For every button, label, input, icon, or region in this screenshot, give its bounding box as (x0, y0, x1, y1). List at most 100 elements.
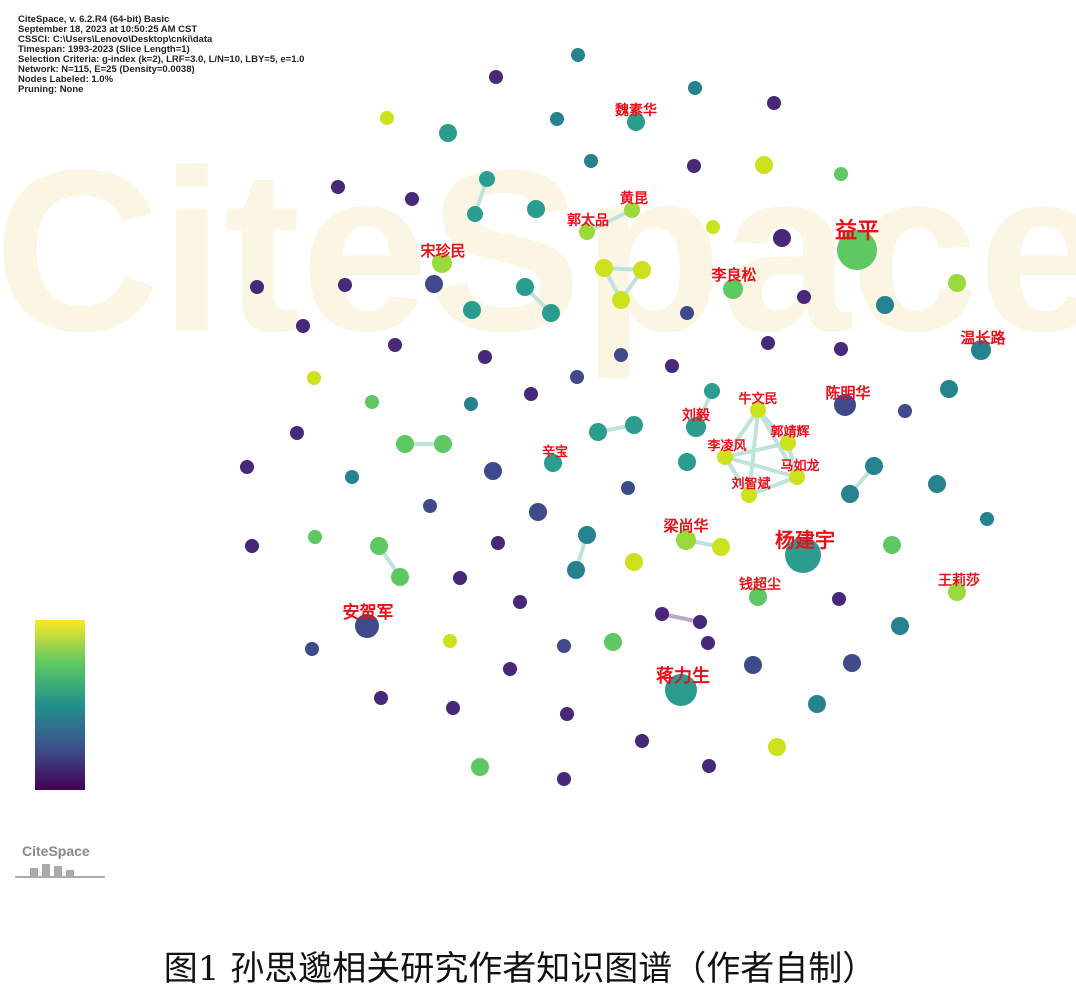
node-label: 王莉莎 (938, 572, 980, 589)
edge (748, 475, 798, 497)
node (503, 662, 517, 676)
node (717, 449, 733, 465)
node (948, 583, 966, 601)
node (370, 537, 388, 555)
node (425, 275, 443, 293)
node (768, 738, 786, 756)
node (250, 280, 264, 294)
node (245, 539, 259, 553)
header-line: CSSCI: C:\Users\Lenovo\Desktop\cnki\data (18, 34, 213, 45)
node (749, 588, 767, 606)
header: CiteSpace, v. 6.2.R4 (64-bit) BasicSepte… (18, 14, 304, 95)
node (464, 397, 478, 411)
watermark: CiteSpace (0, 122, 1076, 379)
node (706, 220, 720, 234)
node (980, 512, 994, 526)
node-label: 温长路 (960, 329, 1006, 347)
node (405, 192, 419, 206)
color-scale (35, 620, 85, 790)
node (513, 595, 527, 609)
node (307, 371, 321, 385)
node-label: 郭靖辉 (770, 424, 809, 440)
header-line: Network: N=115, E=25 (Density=0.0038) (18, 64, 195, 75)
node (308, 530, 322, 544)
node (595, 259, 613, 277)
node (463, 301, 481, 319)
node-label: 郭太品 (567, 212, 609, 229)
node (680, 306, 694, 320)
node-label: 黄昆 (620, 190, 648, 207)
node (948, 274, 966, 292)
node (467, 206, 483, 222)
edge (747, 409, 760, 496)
node (633, 261, 651, 279)
node (290, 426, 304, 440)
node (388, 338, 402, 352)
node (614, 348, 628, 362)
node (832, 592, 846, 606)
node (876, 296, 894, 314)
header-line: Pruning: None (18, 84, 83, 95)
node (491, 536, 505, 550)
node (702, 759, 716, 773)
node (443, 634, 457, 648)
node-label: 牛文民 (738, 391, 777, 407)
node (688, 81, 702, 95)
node (560, 707, 574, 721)
logo-mark (15, 864, 105, 878)
node (365, 395, 379, 409)
node (808, 695, 826, 713)
node (479, 171, 495, 187)
node (355, 614, 379, 638)
node-label: 李良松 (710, 266, 756, 284)
node (843, 654, 861, 672)
node (780, 435, 796, 451)
node-label: 宋珍民 (419, 242, 465, 260)
node (432, 253, 452, 273)
node-label: 安贺军 (343, 602, 394, 623)
node (712, 538, 730, 556)
node (550, 112, 564, 126)
node (345, 470, 359, 484)
node (524, 387, 538, 401)
node (527, 200, 545, 218)
node (891, 617, 909, 635)
node (557, 772, 571, 786)
node-label: 辛宝 (542, 444, 568, 460)
node (625, 553, 643, 571)
node (296, 319, 310, 333)
node (767, 96, 781, 110)
header-line: Selection Criteria: g-index (k=2), LRF=3… (18, 54, 304, 65)
node (489, 70, 503, 84)
node (665, 359, 679, 373)
node (686, 417, 706, 437)
node (579, 224, 595, 240)
node (773, 229, 791, 247)
node-label: 杨建宇 (775, 528, 835, 552)
node (841, 485, 859, 503)
edge (586, 208, 633, 234)
node-label: 马如龙 (780, 458, 819, 474)
node (434, 435, 452, 453)
node (439, 124, 457, 142)
edge (724, 455, 798, 479)
node (723, 279, 743, 299)
node (834, 342, 848, 356)
node (744, 656, 762, 674)
node (453, 571, 467, 585)
node (655, 607, 669, 621)
node (240, 460, 254, 474)
node (701, 636, 715, 650)
node (305, 642, 319, 656)
node (928, 475, 946, 493)
node (544, 454, 562, 472)
node (624, 202, 640, 218)
node (380, 111, 394, 125)
node (423, 499, 437, 513)
node-label: 蒋力生 (656, 665, 710, 687)
node (542, 304, 560, 322)
node-label: 梁尚华 (662, 517, 708, 535)
node (789, 469, 805, 485)
node (687, 159, 701, 173)
node (693, 615, 707, 629)
